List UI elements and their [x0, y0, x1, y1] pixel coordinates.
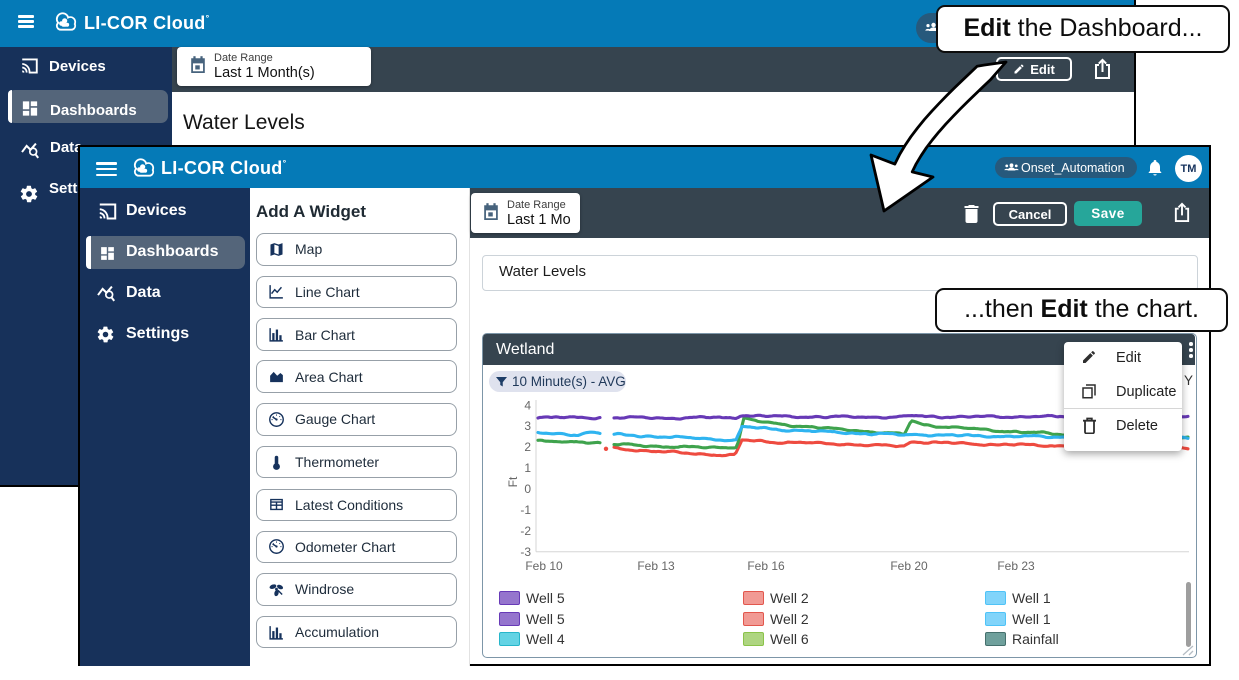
svg-text:1: 1 [524, 461, 531, 475]
svg-text:0: 0 [524, 482, 531, 496]
svg-text:-1: -1 [520, 503, 531, 517]
svg-text:Feb 16: Feb 16 [747, 559, 785, 573]
svg-text:2: 2 [524, 440, 531, 454]
svg-text:Feb 20: Feb 20 [890, 559, 928, 573]
svg-text:Feb 10: Feb 10 [525, 559, 563, 573]
svg-text:-2: -2 [520, 524, 531, 538]
svg-text:Feb 23: Feb 23 [997, 559, 1035, 573]
svg-text:Feb 13: Feb 13 [637, 559, 675, 573]
svg-text:4: 4 [524, 398, 531, 412]
svg-text:Ft: Ft [506, 476, 520, 487]
svg-text:3: 3 [524, 419, 531, 433]
svg-text:-3: -3 [520, 545, 531, 559]
